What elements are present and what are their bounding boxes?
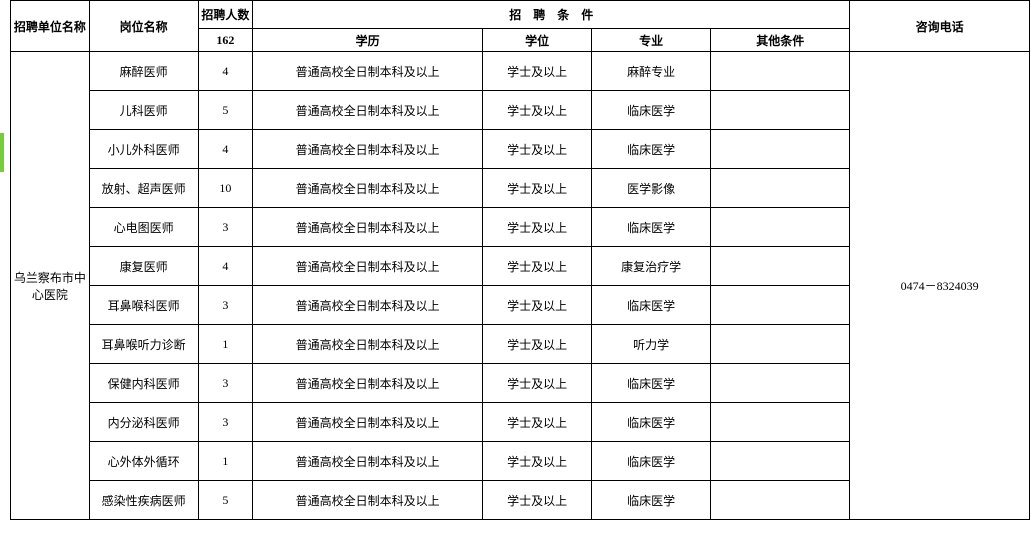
cell-count: 3	[198, 364, 252, 403]
cell-major: 听力学	[592, 325, 711, 364]
header-degree: 学位	[483, 29, 592, 52]
cell-other	[711, 481, 850, 520]
header-conditions: 招 聘 条 件	[253, 1, 850, 29]
cell-other	[711, 325, 850, 364]
header-position: 岗位名称	[89, 1, 198, 52]
cell-degree: 学士及以上	[483, 403, 592, 442]
cell-position: 耳鼻喉听力诊断	[89, 325, 198, 364]
cell-education: 普通高校全日制本科及以上	[253, 403, 483, 442]
cell-count: 1	[198, 325, 252, 364]
cell-count: 4	[198, 130, 252, 169]
cell-degree: 学士及以上	[483, 91, 592, 130]
cell-education: 普通高校全日制本科及以上	[253, 286, 483, 325]
cell-education: 普通高校全日制本科及以上	[253, 481, 483, 520]
cell-education: 普通高校全日制本科及以上	[253, 169, 483, 208]
cell-education: 普通高校全日制本科及以上	[253, 442, 483, 481]
cell-degree: 学士及以上	[483, 286, 592, 325]
cell-other	[711, 403, 850, 442]
cell-position: 小儿外科医师	[89, 130, 198, 169]
cell-degree: 学士及以上	[483, 130, 592, 169]
cell-other	[711, 442, 850, 481]
cell-other	[711, 169, 850, 208]
cell-other	[711, 364, 850, 403]
header-count-total: 162	[198, 29, 252, 52]
cell-position: 放射、超声医师	[89, 169, 198, 208]
cell-education: 普通高校全日制本科及以上	[253, 91, 483, 130]
cell-education: 普通高校全日制本科及以上	[253, 208, 483, 247]
cell-degree: 学士及以上	[483, 442, 592, 481]
cell-other	[711, 286, 850, 325]
table-row: 乌兰察布市中心医院麻醉医师4普通高校全日制本科及以上学士及以上麻醉专业0474－…	[11, 52, 1030, 91]
accent-stripe	[0, 133, 4, 172]
cell-position: 心电图医师	[89, 208, 198, 247]
cell-degree: 学士及以上	[483, 325, 592, 364]
cell-major: 临床医学	[592, 442, 711, 481]
cell-education: 普通高校全日制本科及以上	[253, 325, 483, 364]
cell-major: 临床医学	[592, 481, 711, 520]
cell-position: 麻醉医师	[89, 52, 198, 91]
cell-major: 临床医学	[592, 91, 711, 130]
cell-other	[711, 247, 850, 286]
cell-other	[711, 208, 850, 247]
table-body: 乌兰察布市中心医院麻醉医师4普通高校全日制本科及以上学士及以上麻醉专业0474－…	[11, 52, 1030, 520]
cell-count: 1	[198, 442, 252, 481]
cell-count: 5	[198, 91, 252, 130]
cell-major: 麻醉专业	[592, 52, 711, 91]
cell-count: 5	[198, 481, 252, 520]
cell-position: 耳鼻喉科医师	[89, 286, 198, 325]
unit-name-cell: 乌兰察布市中心医院	[11, 52, 90, 520]
cell-major: 医学影像	[592, 169, 711, 208]
cell-education: 普通高校全日制本科及以上	[253, 364, 483, 403]
cell-position: 心外体外循环	[89, 442, 198, 481]
cell-position: 康复医师	[89, 247, 198, 286]
cell-position: 内分泌科医师	[89, 403, 198, 442]
cell-degree: 学士及以上	[483, 247, 592, 286]
cell-major: 临床医学	[592, 130, 711, 169]
cell-degree: 学士及以上	[483, 52, 592, 91]
cell-count: 3	[198, 208, 252, 247]
cell-count: 3	[198, 403, 252, 442]
cell-position: 感染性疾病医师	[89, 481, 198, 520]
recruitment-table: 招聘单位名称 岗位名称 招聘人数 招 聘 条 件 咨询电话 162 学历 学位 …	[10, 0, 1030, 520]
header-count-label: 招聘人数	[198, 1, 252, 29]
cell-education: 普通高校全日制本科及以上	[253, 130, 483, 169]
cell-degree: 学士及以上	[483, 169, 592, 208]
cell-education: 普通高校全日制本科及以上	[253, 52, 483, 91]
phone-cell: 0474－8324039	[850, 52, 1030, 520]
cell-count: 10	[198, 169, 252, 208]
header-unit: 招聘单位名称	[11, 1, 90, 52]
cell-major: 康复治疗学	[592, 247, 711, 286]
header-phone: 咨询电话	[850, 1, 1030, 52]
cell-other	[711, 52, 850, 91]
header-education: 学历	[253, 29, 483, 52]
header-other: 其他条件	[711, 29, 850, 52]
cell-other	[711, 130, 850, 169]
cell-count: 4	[198, 52, 252, 91]
cell-count: 4	[198, 247, 252, 286]
cell-degree: 学士及以上	[483, 364, 592, 403]
cell-major: 临床医学	[592, 286, 711, 325]
header-major: 专业	[592, 29, 711, 52]
cell-degree: 学士及以上	[483, 481, 592, 520]
cell-major: 临床医学	[592, 403, 711, 442]
table-header: 招聘单位名称 岗位名称 招聘人数 招 聘 条 件 咨询电话 162 学历 学位 …	[11, 1, 1030, 52]
cell-position: 儿科医师	[89, 91, 198, 130]
cell-count: 3	[198, 286, 252, 325]
recruitment-table-container: 招聘单位名称 岗位名称 招聘人数 招 聘 条 件 咨询电话 162 学历 学位 …	[0, 0, 1031, 555]
cell-major: 临床医学	[592, 364, 711, 403]
cell-position: 保健内科医师	[89, 364, 198, 403]
cell-education: 普通高校全日制本科及以上	[253, 247, 483, 286]
cell-other	[711, 91, 850, 130]
cell-major: 临床医学	[592, 208, 711, 247]
cell-degree: 学士及以上	[483, 208, 592, 247]
